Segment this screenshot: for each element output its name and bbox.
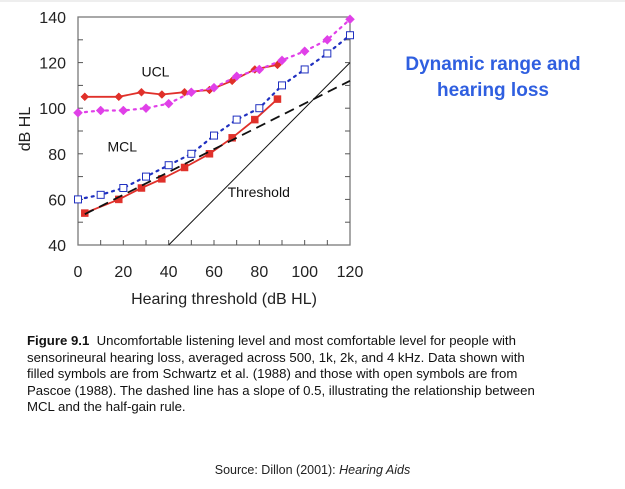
data-point-diamond [163, 98, 174, 109]
data-point-open-square [164, 161, 173, 170]
data-point-open-square [346, 31, 354, 40]
data-point-diamond [141, 103, 151, 114]
data-point-diamond [322, 34, 333, 45]
annotation-mcl: MCL [107, 139, 137, 155]
x-tick-label: 100 [291, 264, 318, 281]
data-point-diamond [137, 87, 146, 97]
data-point-open-square [255, 104, 264, 113]
data-point-square [180, 163, 189, 172]
y-tick-label: 60 [48, 192, 66, 209]
data-point-square [273, 95, 282, 103]
slide-title: Dynamic range and hearing loss [405, 54, 581, 101]
data-point-square [251, 115, 259, 124]
data-point-open-square [278, 81, 286, 90]
chart: 0 20 40 60 80 100 120 40 60 80 100 120 140 Hearing th… [17, 10, 363, 308]
data-point-open-square [74, 195, 82, 204]
data-point-diamond [186, 87, 197, 98]
x-tick-label: 20 [114, 264, 132, 281]
data-point-open-square [323, 49, 332, 58]
data-point-open-square [300, 65, 309, 74]
y-tick-label: 40 [48, 238, 66, 255]
annotation-ucl: UCL [141, 63, 169, 79]
data-point-diamond [227, 76, 237, 86]
y-tick-label: 80 [48, 147, 66, 164]
data-point-diamond [95, 105, 106, 116]
data-point-diamond [73, 107, 83, 118]
x-tick-label: 120 [337, 264, 364, 281]
data-point-diamond [231, 71, 242, 82]
data-point-diamond [157, 90, 167, 99]
series-line-5 [168, 62, 351, 246]
x-tick-label: 60 [205, 264, 223, 281]
data-point-diamond [118, 105, 129, 116]
data-point-diamond [114, 92, 124, 102]
top-border [0, 0, 625, 2]
figure-label: Figure 9.1 [27, 333, 90, 348]
data-point-diamond [209, 82, 219, 93]
data-point-diamond [345, 14, 355, 25]
data-point-open-square [96, 190, 105, 199]
annotation-threshold: Threshold [228, 184, 290, 200]
data-point-diamond [254, 64, 265, 75]
series-line-3 [76, 34, 352, 201]
series-layer [73, 14, 355, 246]
data-point-diamond [277, 55, 287, 66]
x-tick-label: 40 [160, 264, 178, 281]
x-tick-label: 0 [74, 264, 83, 281]
labels-layer: UCL MCL Threshold [107, 63, 289, 200]
y-axis-label: dB HL [17, 107, 34, 152]
figure-caption-text: Uncomfortable listening level and most c… [27, 333, 535, 414]
y-tick-label: 140 [39, 10, 66, 27]
y-tick-label: 100 [39, 101, 66, 118]
data-point-open-square [119, 184, 128, 192]
data-point-open-square [232, 115, 241, 124]
data-point-open-square [187, 149, 196, 158]
data-point-open-square [210, 131, 218, 140]
source-prefix: Source: Dillon (2001): [214, 463, 340, 477]
x-tick-label: 80 [250, 264, 268, 281]
x-axis-label: Hearing threshold (dB HL) [131, 291, 317, 308]
source-title: Hearing Aids [339, 463, 411, 477]
axes: 0 20 40 60 80 100 120 40 60 80 100 120 140 Hearing th… [17, 10, 363, 308]
data-point-open-square [142, 172, 150, 181]
data-point-square [137, 184, 146, 192]
data-point-square [205, 150, 214, 158]
source-citation: Source: Dillon (2001): Hearing Aids [0, 463, 625, 477]
series-line-4 [84, 79, 351, 216]
figure-caption: Figure 9.1 Uncomfortable listening level… [27, 333, 547, 416]
data-point-diamond [299, 46, 310, 57]
data-point-diamond [80, 92, 90, 102]
y-tick-label: 120 [39, 56, 66, 73]
